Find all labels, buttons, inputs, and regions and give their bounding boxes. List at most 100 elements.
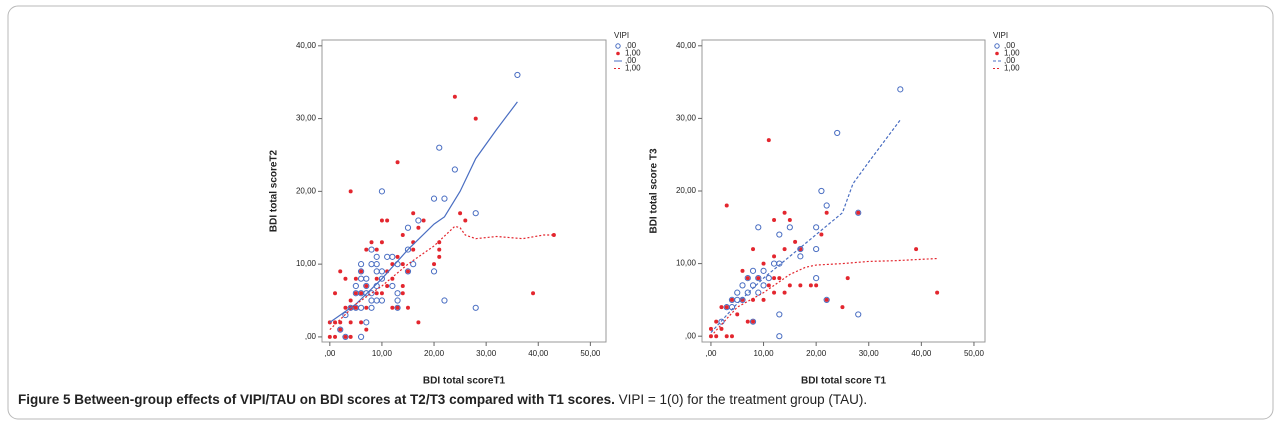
point-circle [770, 260, 778, 267]
point-dot [353, 291, 358, 296]
point-circle [357, 275, 365, 282]
x-tick-label: 10,00 [754, 349, 775, 358]
legend-label: 1,00 [1004, 64, 1020, 73]
x-tick-label: 10,00 [372, 349, 393, 358]
point-circle [739, 282, 746, 289]
legend-title: VIPI [614, 31, 629, 40]
point-dot [782, 290, 787, 295]
point-dot [333, 334, 338, 339]
point-dot [359, 291, 364, 296]
legend-label: ,00 [625, 41, 637, 50]
point-dot [364, 327, 369, 332]
point-dot [379, 240, 384, 245]
point-dot [359, 320, 364, 325]
point-circle [352, 290, 359, 297]
point-circle [755, 224, 762, 231]
point-circle [744, 275, 751, 282]
point-circle [755, 275, 762, 282]
point-circle [373, 268, 380, 275]
point-circle [373, 253, 380, 260]
point-dot [369, 240, 374, 245]
fit-line [710, 119, 901, 333]
point-dot [814, 283, 819, 288]
y-tick-label: 40,00 [676, 41, 697, 50]
y-tick-label: 40,00 [296, 41, 317, 50]
x-tick-label: 40,00 [911, 349, 932, 358]
point-dot [364, 305, 369, 310]
point-circle [415, 217, 422, 224]
point-dot [359, 269, 364, 274]
y-tick-label: 20,00 [676, 186, 697, 195]
legend-label: 1,00 [1004, 49, 1020, 58]
point-dot [824, 297, 829, 302]
point-dot [348, 189, 353, 194]
legend-swatch [616, 51, 620, 56]
point-dot [914, 247, 919, 252]
point-circle [744, 289, 751, 296]
x-tick-label: 50,00 [580, 349, 601, 358]
point-circle [776, 311, 783, 318]
point-circle [368, 304, 375, 311]
x-tick-label: 50,00 [964, 349, 985, 358]
fit-line [329, 225, 554, 331]
point-circle [855, 209, 862, 216]
y-axis-title: BDI total score T3 [649, 148, 660, 233]
point-circle [472, 210, 479, 217]
point-circle [823, 296, 830, 303]
point-dot [551, 233, 556, 238]
x-tick-label: 40,00 [528, 349, 549, 358]
point-circle [410, 261, 417, 268]
point-dot [761, 297, 766, 302]
point-dot [531, 291, 536, 296]
point-circle [739, 296, 746, 303]
y-tick-label: 20,00 [296, 186, 317, 195]
point-dot [327, 334, 332, 339]
point-dot [364, 283, 369, 288]
caption-bold: Figure 5 Between-group effects of VIPI/T… [18, 392, 615, 407]
point-circle [337, 326, 344, 333]
caption: Figure 5 Between-group effects of VIPI/T… [18, 392, 867, 407]
point-circle [749, 267, 757, 274]
point-dot [338, 320, 343, 325]
point-dot [808, 283, 813, 288]
legend-title: VIPI [993, 31, 1008, 40]
point-circle [760, 282, 767, 289]
point-circle [472, 304, 479, 311]
point-circle [363, 282, 370, 290]
point-circle [394, 297, 401, 304]
point-dot [463, 218, 468, 223]
point-circle [342, 333, 349, 341]
point-circle [357, 333, 365, 341]
point-circle [755, 289, 762, 296]
x-tick-label: 30,00 [859, 349, 880, 358]
point-dot [374, 247, 379, 252]
point-dot [766, 283, 771, 288]
point-circle [389, 253, 396, 260]
x-axis-title: BDI total score T1 [801, 376, 886, 387]
point-dot [348, 320, 353, 325]
point-dot [395, 160, 400, 165]
x-tick-label: ,00 [705, 349, 717, 358]
point-dot [782, 210, 787, 215]
point-dot [777, 276, 782, 281]
point-dot [416, 320, 421, 325]
point-dot [379, 291, 384, 296]
point-circle [813, 245, 820, 253]
frame [7, 5, 1274, 420]
point-dot [845, 276, 850, 281]
point-circle [368, 246, 375, 253]
y-tick-label: ,00 [685, 331, 697, 340]
point-circle [342, 311, 349, 319]
point-circle [373, 261, 380, 268]
point-dot [379, 218, 384, 223]
legend-label: ,00 [1004, 56, 1016, 65]
point-dot [473, 116, 478, 121]
point-dot [724, 203, 729, 208]
plot-area [701, 39, 986, 343]
point-dot [772, 254, 777, 259]
point-dot [798, 283, 803, 288]
point-dot [745, 276, 750, 281]
point-dot [437, 254, 442, 259]
point-circle [765, 275, 772, 282]
